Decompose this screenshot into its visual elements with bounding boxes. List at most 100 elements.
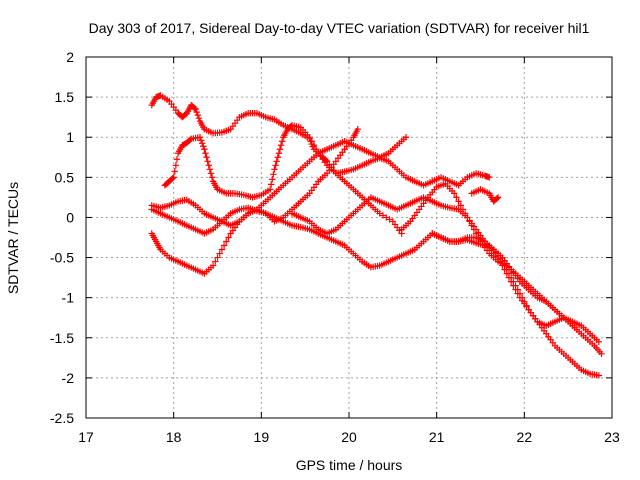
data-point-track-g — [464, 214, 471, 221]
data-point-track-b — [170, 174, 177, 181]
data-point-track-b — [308, 138, 315, 145]
y-tick-label: -1 — [62, 290, 75, 306]
data-point-track-b — [186, 136, 194, 144]
data-point-track-c — [354, 126, 361, 133]
data-point-track-h — [516, 290, 524, 297]
data-point-track-h — [560, 314, 567, 321]
data-point-track-d — [402, 134, 410, 141]
y-tick-label: 2 — [66, 49, 74, 65]
x-tick-label: 23 — [604, 429, 620, 445]
y-tick-label: 1.5 — [55, 89, 75, 105]
y-tick-label: -1.5 — [50, 330, 74, 346]
data-point-track-g — [470, 226, 478, 233]
y-tick-label: 0.5 — [55, 169, 75, 185]
x-tick-label: 19 — [254, 429, 270, 445]
data-point-track-b — [273, 158, 280, 165]
data-point-track-h — [507, 274, 515, 281]
data-point-track-g — [461, 210, 469, 217]
data-point-track-e — [595, 338, 603, 345]
y-tick-label: 0 — [66, 209, 74, 225]
axis-ticks: 17 18 19 20 21 22 23 -2.5 -2 -1.5 -1 -0.5 0 0.5 1 1.5 2 — [50, 49, 620, 445]
data-point-track-b — [306, 134, 313, 141]
data-point-track-b — [274, 154, 281, 161]
data-point-track-b — [203, 154, 210, 161]
data-point-track-g — [451, 190, 458, 197]
data-point-track-d — [220, 242, 228, 249]
data-point-track-b — [173, 156, 181, 163]
chart-title: Day 303 of 2017, Sidereal Day-to-day VTE… — [89, 20, 590, 36]
data-point-track-b — [206, 166, 214, 173]
data-marks — [148, 92, 605, 379]
data-point-track-a — [195, 114, 203, 122]
data-point-track-a — [383, 214, 390, 221]
data-point-track-g — [598, 350, 605, 358]
data-point-track-b — [205, 162, 212, 169]
data-point-track-b — [267, 181, 275, 188]
x-tick-label: 21 — [429, 429, 445, 445]
data-point-track-b — [201, 146, 208, 153]
data-point-track-b — [312, 146, 320, 153]
data-point-track-h — [503, 266, 510, 273]
data-point-track-g — [455, 198, 462, 205]
data-point-track-h — [501, 262, 508, 269]
data-point-track-h — [523, 302, 530, 309]
data-point-track-d — [218, 246, 226, 253]
data-point-track-g — [457, 202, 464, 209]
data-point-track-h — [512, 282, 519, 289]
data-point-track-h — [499, 258, 506, 265]
data-point-track-b — [204, 158, 211, 165]
data-point-track-b — [200, 143, 207, 150]
x-axis-label: GPS time / hours — [296, 457, 403, 473]
y-tick-label: 1 — [66, 129, 74, 145]
data-point-track-a — [379, 212, 387, 219]
data-point-track-a — [376, 210, 383, 217]
data-point-track-g — [468, 222, 475, 229]
y-tick-label: -0.5 — [50, 250, 74, 266]
data-point-track-i — [494, 194, 502, 201]
x-tick-label: 22 — [517, 429, 533, 445]
data-point-track-b — [266, 186, 274, 193]
data-point-track-b — [275, 150, 283, 157]
data-point-track-a — [192, 105, 199, 113]
y-tick-label: -2 — [62, 370, 75, 386]
data-point-track-b — [272, 162, 279, 169]
data-point-track-g — [466, 218, 473, 225]
data-point-track-b — [269, 176, 276, 183]
data-point-track-b — [172, 162, 180, 169]
data-point-track-i — [493, 195, 501, 202]
data-point-track-a — [194, 111, 201, 119]
x-tick-label: 18 — [166, 429, 182, 445]
data-point-track-g — [453, 194, 460, 201]
data-point-track-b — [310, 142, 318, 149]
data-point-track-b — [207, 170, 215, 177]
data-point-track-h — [518, 294, 526, 301]
data-point-track-d — [212, 258, 219, 265]
data-point-track-b — [198, 140, 206, 147]
x-tick-label: 20 — [341, 429, 357, 445]
y-axis-label: SDTVAR / TECUs — [5, 182, 21, 294]
data-point-track-a — [193, 108, 200, 116]
data-point-track-b — [276, 146, 284, 153]
data-point-track-a — [191, 104, 198, 112]
data-point-track-b — [196, 134, 204, 141]
data-point-track-b — [270, 171, 277, 178]
data-point-track-b — [271, 166, 278, 173]
data-point-track-h — [521, 298, 528, 305]
data-point-track-h — [505, 270, 513, 277]
data-point-track-f — [595, 372, 603, 379]
data-point-track-b — [197, 137, 205, 144]
x-tick-label: 17 — [78, 429, 94, 445]
data-point-track-h — [510, 278, 517, 285]
data-point-track-d — [214, 254, 221, 261]
data-point-track-h — [514, 286, 521, 293]
data-point-track-b — [208, 174, 216, 181]
data-point-track-b — [278, 138, 286, 145]
data-point-track-b — [277, 142, 285, 149]
data-point-track-b — [202, 150, 209, 157]
data-point-track-b — [169, 175, 176, 182]
data-point-track-d — [216, 250, 223, 257]
data-point-track-d — [209, 262, 217, 269]
data-point-track-a — [386, 216, 393, 223]
data-point-track-g — [459, 206, 467, 213]
